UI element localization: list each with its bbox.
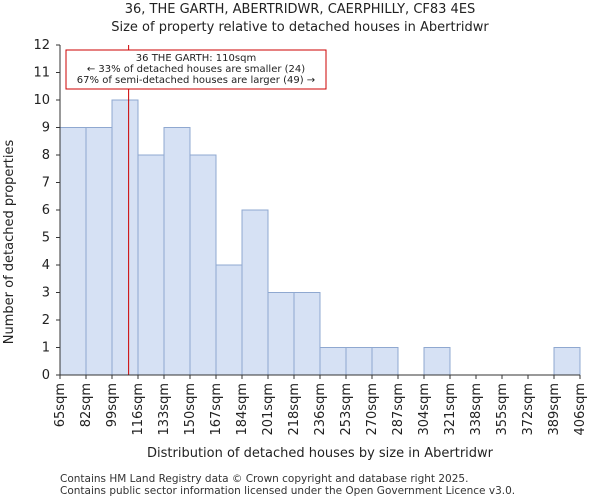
x-tick-label: 133sqm <box>157 383 172 436</box>
bar-116sqm <box>137 154 165 376</box>
bar-133sqm <box>163 127 191 376</box>
x-tick-label: 270sqm <box>365 383 380 436</box>
y-tick-label: 4 <box>42 258 50 273</box>
y-tick-label: 12 <box>33 38 50 53</box>
y-tick-label: 9 <box>42 121 50 136</box>
x-tick-label: 406sqm <box>573 383 588 436</box>
bar-82sqm <box>85 127 113 376</box>
annotation-border <box>65 49 327 90</box>
x-tick-label: 372sqm <box>521 383 536 436</box>
bar-218sqm <box>293 292 321 376</box>
y-tick-label: 8 <box>42 148 50 163</box>
x-tick-label: 65sqm <box>53 383 68 427</box>
annotation-line-3: 67% of semi-detached houses are larger (… <box>77 75 315 86</box>
bar-201sqm <box>267 292 295 376</box>
y-tick-label: 5 <box>42 231 50 246</box>
x-tick-label: 99sqm <box>105 383 120 427</box>
x-tick-label: 167sqm <box>209 383 224 436</box>
x-tick-label: 236sqm <box>313 383 328 436</box>
bar-184sqm <box>241 209 269 376</box>
annotation-line-1: 36 THE GARTH: 110sqm <box>136 53 256 64</box>
bar-99sqm <box>111 99 139 376</box>
bar-236sqm <box>319 347 347 376</box>
x-tick-label: 82sqm <box>79 383 94 427</box>
bar-65sqm <box>59 127 87 376</box>
y-tick-label: 11 <box>33 66 50 81</box>
x-tick-label: 184sqm <box>235 383 250 436</box>
x-tick-label: 201sqm <box>261 383 276 436</box>
chart-subtitle: Size of property relative to detached ho… <box>111 20 489 35</box>
annotation-line-2: ← 33% of detached houses are smaller (24… <box>87 64 305 75</box>
x-tick-label: 304sqm <box>417 383 432 436</box>
y-tick-label: 10 <box>33 93 50 108</box>
y-tick-label: 1 <box>42 341 50 356</box>
y-tick-label: 7 <box>42 176 50 191</box>
x-tick-label: 389sqm <box>547 383 562 436</box>
x-tick-label: 321sqm <box>443 383 458 436</box>
footer-line-1: Contains HM Land Registry data © Crown c… <box>60 473 468 485</box>
bar-167sqm <box>215 264 243 376</box>
chart-title: 36, THE GARTH, ABERTRIDWR, CAERPHILLY, C… <box>125 2 476 17</box>
bars-group <box>59 99 581 376</box>
x-ticks-group: 65sqm 82sqm 99sqm 116sqm 133sqm 150sqm 167sqm 1… <box>53 375 588 436</box>
x-tick-label: 338sqm <box>469 383 484 436</box>
x-axis-label: Distribution of detached houses by size … <box>147 446 494 461</box>
y-tick-label: 3 <box>42 286 50 301</box>
x-tick-label: 287sqm <box>391 383 406 436</box>
bar-150sqm <box>189 154 217 376</box>
x-tick-label: 116sqm <box>131 383 146 436</box>
footer-line-2: Contains public sector information licen… <box>60 485 515 497</box>
y-tick-label: 2 <box>42 313 50 328</box>
x-tick-label: 218sqm <box>287 383 302 436</box>
annotation-box: 36 THE GARTH: 110sqm ← 33% of detached h… <box>65 49 327 90</box>
y-axis-label: Number of detached properties <box>2 140 17 345</box>
x-tick-label: 253sqm <box>339 383 354 436</box>
x-tick-label: 150sqm <box>183 383 198 436</box>
bar-270sqm <box>371 347 399 376</box>
y-tick-label: 6 <box>42 203 50 218</box>
bar-253sqm <box>345 347 373 376</box>
bar-389sqm <box>553 347 581 376</box>
y-tick-label: 0 <box>42 368 50 383</box>
bar-304sqm <box>423 347 451 376</box>
x-tick-label: 355sqm <box>495 383 510 436</box>
